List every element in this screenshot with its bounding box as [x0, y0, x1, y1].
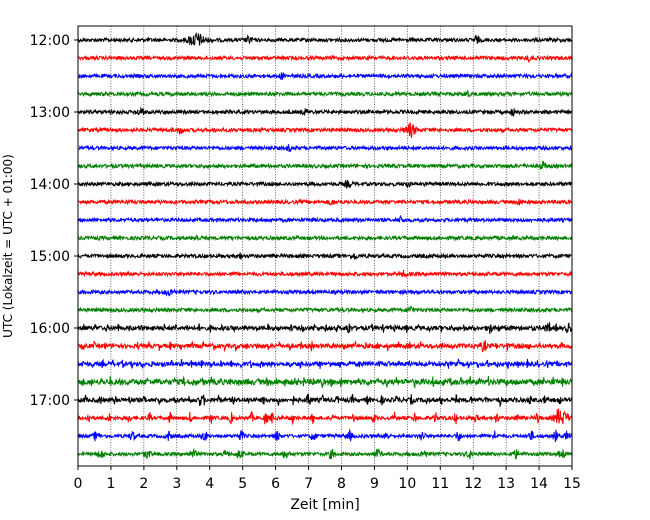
trace-1230: [77, 72, 573, 80]
x-tick-label-6: 6: [271, 476, 280, 492]
x-tick-label-11: 11: [431, 476, 449, 492]
x-tick-label-10: 10: [398, 476, 416, 492]
y-tick-label-1: 13:00: [30, 105, 70, 121]
trace-1545: [77, 305, 573, 314]
trace-1645: [77, 375, 573, 389]
trace-1245: [77, 89, 573, 98]
x-axis-ticks: 0 1 2 3 4 5 6 7 8 9 10 11 12 13 14 15: [74, 466, 581, 492]
trace-1215: [77, 54, 573, 63]
x-tick-label-3: 3: [172, 476, 181, 492]
trace-1500: [77, 252, 573, 261]
y-tick-label-3: 15:00: [30, 249, 70, 265]
trace-1330: [77, 144, 573, 153]
y-tick-label-2: 14:00: [30, 177, 70, 193]
trace-1730: [77, 428, 573, 443]
x-axis-label: Zeit [min]: [290, 497, 359, 513]
plot-frame: [77, 25, 573, 467]
trace-1615: [77, 339, 573, 353]
x-tick-label-8: 8: [337, 476, 346, 492]
trace-1400: [77, 179, 573, 190]
y-tick-label-0: 12:00: [30, 33, 70, 49]
y-tick-label-4: 16:00: [30, 321, 70, 337]
x-tick-label-1: 1: [106, 476, 115, 492]
x-tick-label-5: 5: [238, 476, 247, 492]
x-tick-label-2: 2: [139, 476, 148, 492]
trace-1515: [77, 269, 573, 279]
trace-1300: [77, 106, 573, 117]
trace-1315: [77, 122, 573, 139]
trace-1430: [77, 214, 573, 224]
y-axis-label: UTC (Lokalzeit = UTC + 01:00): [1, 154, 15, 338]
x-tick-label-7: 7: [304, 476, 313, 492]
x-tick-label-9: 9: [370, 476, 379, 492]
y-axis-ticks: 12:00 13:00 14:00 15:00 16:00 17:00: [30, 33, 78, 409]
x-tick-label-15: 15: [563, 476, 581, 492]
seismogram-traces: [77, 31, 573, 460]
trace-1630: [77, 358, 573, 370]
trace-1530: [77, 288, 573, 297]
trace-1745: [77, 447, 573, 460]
x-tick-label-13: 13: [497, 476, 515, 492]
trace-1700: [77, 393, 573, 408]
trace-1445: [77, 234, 573, 242]
y-tick-label-5: 17:00: [30, 393, 70, 409]
trace-1200: [77, 31, 573, 47]
x-tick-label-0: 0: [74, 476, 83, 492]
trace-1600: [77, 322, 573, 335]
trace-1345: [77, 160, 573, 170]
grid-lines: [110, 26, 540, 466]
trace-1715: [77, 408, 573, 426]
x-tick-label-12: 12: [464, 476, 482, 492]
x-tick-label-4: 4: [205, 476, 214, 492]
x-tick-label-14: 14: [530, 476, 548, 492]
trace-1415: [77, 198, 573, 206]
